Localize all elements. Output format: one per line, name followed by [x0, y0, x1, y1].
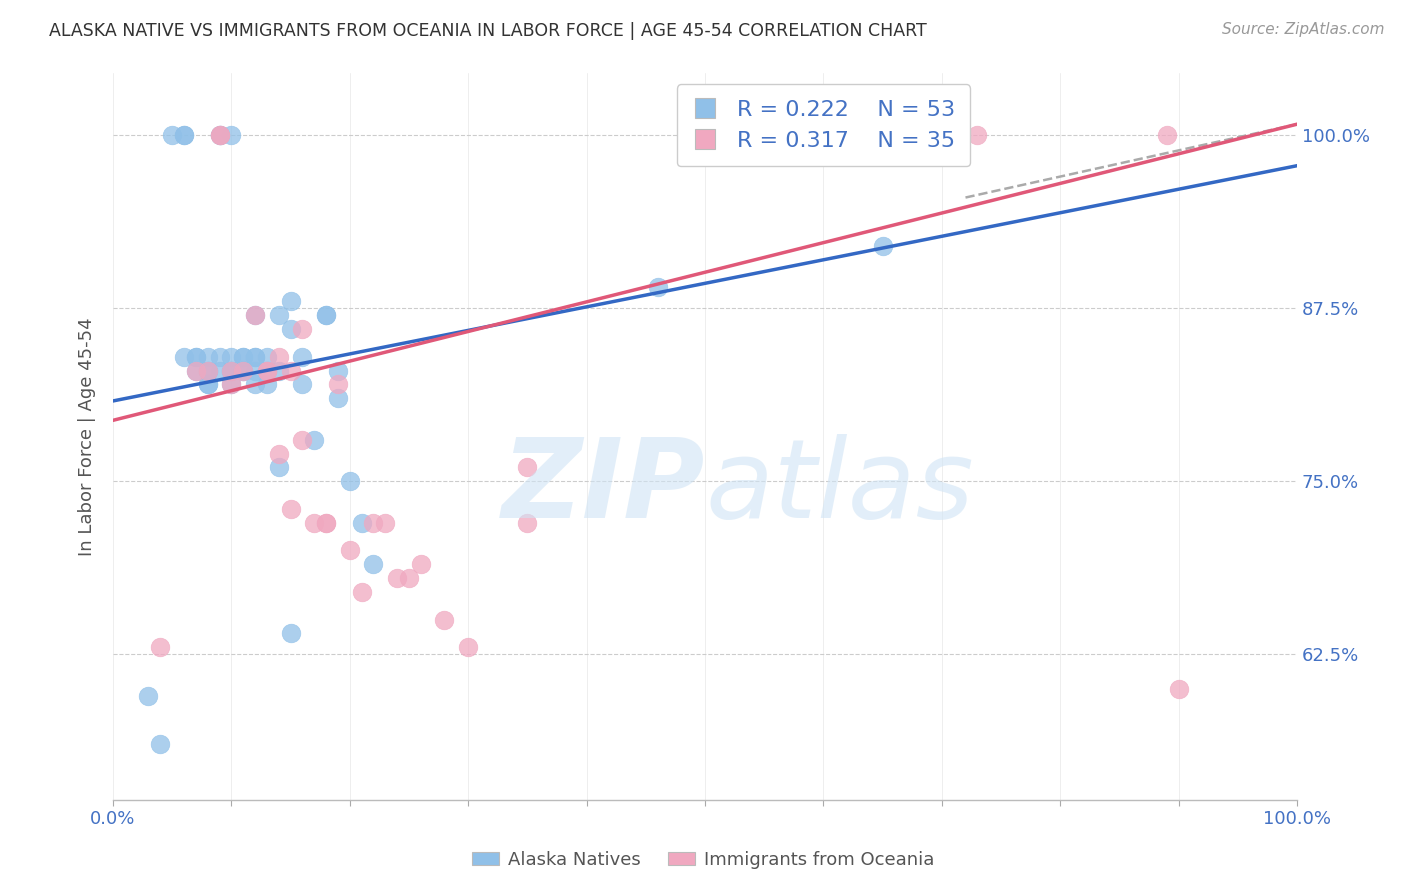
Text: ALASKA NATIVE VS IMMIGRANTS FROM OCEANIA IN LABOR FORCE | AGE 45-54 CORRELATION : ALASKA NATIVE VS IMMIGRANTS FROM OCEANIA…	[49, 22, 927, 40]
Point	[363, 516, 385, 530]
Point	[208, 128, 231, 143]
Point	[385, 571, 408, 585]
Point	[243, 350, 266, 364]
Text: ZIP: ZIP	[502, 434, 704, 541]
Point	[280, 294, 302, 309]
Point	[221, 363, 243, 377]
Point	[339, 474, 361, 488]
Point	[398, 571, 420, 585]
Point	[221, 377, 243, 392]
Point	[433, 613, 456, 627]
Point	[232, 363, 254, 377]
Point	[256, 377, 278, 392]
Point	[326, 363, 349, 377]
Point	[966, 128, 988, 143]
Point	[409, 558, 432, 572]
Point	[302, 516, 325, 530]
Point	[647, 280, 669, 294]
Point	[267, 308, 290, 322]
Point	[243, 363, 266, 377]
Point	[280, 502, 302, 516]
Point	[197, 350, 219, 364]
Point	[267, 350, 290, 364]
Point	[326, 391, 349, 405]
Point	[197, 363, 219, 377]
Point	[173, 350, 195, 364]
Point	[243, 308, 266, 322]
Point	[232, 350, 254, 364]
Point	[243, 350, 266, 364]
Point	[138, 689, 160, 703]
Point	[363, 558, 385, 572]
Point	[208, 363, 231, 377]
Point	[243, 308, 266, 322]
Point	[149, 640, 172, 655]
Point	[232, 363, 254, 377]
Point	[232, 363, 254, 377]
Point	[173, 128, 195, 143]
Point	[1156, 128, 1178, 143]
Point	[291, 377, 314, 392]
Point	[315, 516, 337, 530]
Point	[267, 446, 290, 460]
Point	[350, 516, 373, 530]
Point	[516, 460, 538, 475]
Point	[197, 377, 219, 392]
Point	[1167, 681, 1189, 696]
Point	[208, 128, 231, 143]
Point	[315, 516, 337, 530]
Point	[197, 363, 219, 377]
Point	[872, 239, 894, 253]
Point	[221, 363, 243, 377]
Point	[315, 308, 337, 322]
Point	[184, 363, 207, 377]
Point	[516, 516, 538, 530]
Point	[221, 128, 243, 143]
Point	[291, 322, 314, 336]
Point	[256, 363, 278, 377]
Point	[374, 516, 396, 530]
Point	[208, 128, 231, 143]
Point	[184, 350, 207, 364]
Point	[326, 377, 349, 392]
Point	[184, 363, 207, 377]
Point	[457, 640, 479, 655]
Point	[350, 585, 373, 599]
Point	[173, 128, 195, 143]
Point	[267, 460, 290, 475]
Point	[315, 308, 337, 322]
Point	[256, 363, 278, 377]
Point	[232, 350, 254, 364]
Point	[256, 350, 278, 364]
Point	[256, 363, 278, 377]
Point	[280, 626, 302, 640]
Point	[221, 363, 243, 377]
Point	[280, 322, 302, 336]
Point	[149, 737, 172, 751]
Legend: R = 0.222    N = 53, R = 0.317    N = 35: R = 0.222 N = 53, R = 0.317 N = 35	[676, 84, 970, 166]
Point	[339, 543, 361, 558]
Text: Source: ZipAtlas.com: Source: ZipAtlas.com	[1222, 22, 1385, 37]
Text: atlas: atlas	[704, 434, 973, 541]
Point	[302, 433, 325, 447]
Point	[208, 350, 231, 364]
Y-axis label: In Labor Force | Age 45-54: In Labor Force | Age 45-54	[79, 317, 96, 556]
Point	[267, 363, 290, 377]
Point	[197, 377, 219, 392]
Point	[291, 433, 314, 447]
Point	[208, 128, 231, 143]
Point	[221, 377, 243, 392]
Point	[243, 377, 266, 392]
Point	[291, 350, 314, 364]
Point	[160, 128, 183, 143]
Point	[184, 350, 207, 364]
Point	[197, 363, 219, 377]
Point	[221, 350, 243, 364]
Point	[280, 363, 302, 377]
Legend: Alaska Natives, Immigrants from Oceania: Alaska Natives, Immigrants from Oceania	[464, 844, 942, 876]
